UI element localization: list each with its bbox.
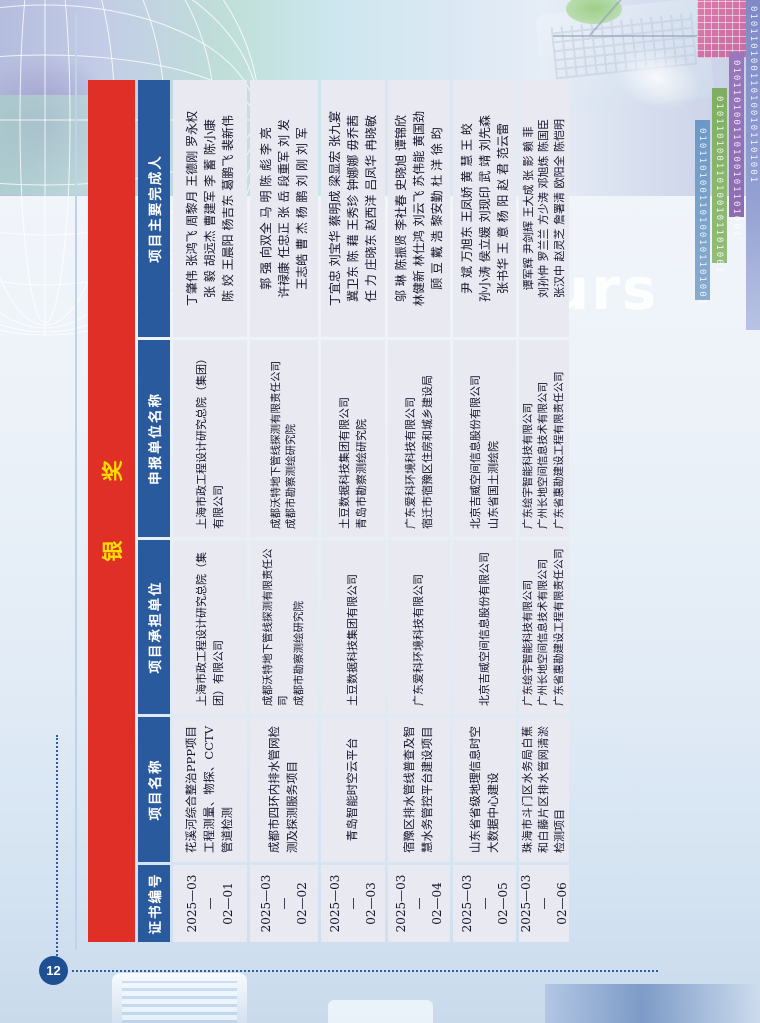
header-main-contributors: 项目主要完成人 (138, 80, 170, 337)
table-row: 2025—03— 02—03 青岛智能时空云平台 土豆数据科技集团有限公司 土豆… (321, 80, 385, 942)
dotted-line-horizontal (72, 970, 658, 972)
binary-strip-blue (746, 0, 760, 330)
dotted-line-vertical (56, 735, 58, 959)
monitor-image (112, 973, 247, 1023)
cell-undertaking-unit: 上海市政工程设计研究总院（集团）有限公司 (173, 540, 247, 714)
cell-undertaking-unit: 成都沃特地下管线探测有限责任公司 成都市勘察测绘研究院 (250, 540, 318, 714)
page-number-badge: 12 (39, 956, 68, 985)
cell-cert-number: 2025—03— 02—02 (250, 865, 318, 942)
cell-cert-number: 2025—03— 02—03 (321, 865, 385, 942)
cell-cert-number: 2025—03— 02—01 (173, 865, 247, 942)
cell-project-name: 珠海市斗门区水务局白蕉和白藤片区排水管网清淤检测项目 (519, 717, 569, 862)
cell-applicant-unit: 广东绘宇智能科技有限公司 广州长地空间信息技术有限公司 广东省惠勘建设工程有限责… (519, 340, 569, 537)
cell-cert-number: 2025—03— 02—05 (453, 865, 516, 942)
award-title-banner: 银 奖 (88, 80, 135, 942)
table-row: 2025—03— 02—04 宿豫区排水管线普查及智慧水务管控平台建设项目 广东… (388, 80, 450, 942)
monitor-screen (122, 981, 237, 1023)
cell-applicant-unit: 土豆数据科技集团有限公司 青岛市勘察测绘研究院 (321, 340, 385, 537)
leaf-image (566, 0, 622, 24)
header-project-name: 项目名称 (138, 717, 170, 862)
cell-applicant-unit: 广东爱科环境科技有限公司 宿迁市宿豫区住房和城乡建设局 (388, 340, 450, 537)
binary-text: 010110100110100101101001 (697, 128, 707, 307)
binary-strip-green (712, 88, 727, 263)
cell-contributors: 尹 斌 万旭东 王凤娇 黄 慧 王 皎 孙小涛 侯立媛 刘现印 武 靖 刘先森 … (453, 80, 516, 337)
cell-cert-number: 2025—03— 02—06 (519, 865, 569, 942)
cell-project-name: 山东省省级地理信息时空大数据中心建设 (453, 717, 516, 862)
bottom-blue-bar (545, 984, 760, 1023)
frame-line (553, 35, 713, 37)
cell-contributors: 郭 强 向双全 马 明 陈 彪 李 亮 许禄康 任忠正 张 岳 段重军 刘 发 … (250, 80, 318, 337)
cell-undertaking-unit: 广东爱科环境科技有限公司 (388, 540, 450, 714)
table-row: 2025—03— 02—01 花溪河综合整治PPP项目工程测量、物探、CCTV管… (173, 80, 247, 942)
header-cert-number: 证书编号 (138, 865, 170, 942)
header-undertaking-unit: 项目承担单位 (138, 540, 170, 714)
cell-applicant-unit: 成都沃特地下管线探测有限责任公司 成都市勘察测绘研究院 (250, 340, 318, 537)
cell-project-name: 青岛智能时空云平台 (321, 717, 385, 862)
header-row: 证书编号 项目名称 项目承担单位 申报单位名称 项目主要完成人 (138, 80, 170, 942)
monitor-image-small (328, 1000, 433, 1023)
binary-strip-lightblue (695, 120, 710, 300)
cell-project-name: 成都市四环内排水管网检测及探测服务项目 (250, 717, 318, 862)
left-rule-line (75, 14, 77, 950)
binary-text: 010110100110100101101001 (714, 96, 724, 275)
cell-contributors: 谭军辉 尹剑辉 王大成 张 影 赖 菲 刘孙仲 罗兰兰 方少涛 邓旭炼 陈国臣 … (519, 80, 569, 337)
header-applicant-unit: 申报单位名称 (138, 340, 170, 537)
cell-contributors: 邬 琳 陈振贤 李社春 史晓旭 谭锦欣 林健新 林仕鸿 刘云飞 苏伟能 黄国劲 … (388, 80, 450, 337)
cell-undertaking-unit: 北京吉威空间信息股份有限公司 (453, 540, 516, 714)
cell-project-name: 宿豫区排水管线普查及智慧水务管控平台建设项目 (388, 717, 450, 862)
cell-applicant-unit: 上海市政工程设计研究总院（集团）有限公司 (173, 340, 247, 537)
award-table: 银 奖 证书编号 项目名称 项目承担单位 申报单位名称 项目主要完成人 2025… (88, 80, 570, 942)
binary-strip-purple (729, 52, 744, 217)
cell-applicant-unit: 北京吉威空间信息股份有限公司 山东省国土测绘院 (453, 340, 516, 537)
award-grid: 证书编号 项目名称 项目承担单位 申报单位名称 项目主要完成人 2025—03—… (138, 80, 569, 942)
table-row: 2025—03— 02—02 成都市四环内排水管网检测及探测服务项目 成都沃特地… (250, 80, 318, 942)
cell-cert-number: 2025—03— 02—04 (388, 865, 450, 942)
cell-undertaking-unit: 土豆数据科技集团有限公司 (321, 540, 385, 714)
binary-text: 010110100110100101101001 (731, 60, 741, 239)
cell-undertaking-unit: 广东绘宇智能科技有限公司 广州长地空间信息技术有限公司 广东省惠勘建设工程有限责… (519, 540, 569, 714)
table-row: 2025—03— 02—06 珠海市斗门区水务局白蕉和白藤片区排水管网清淤检测项… (519, 80, 569, 942)
cell-project-name: 花溪河综合整治PPP项目工程测量、物探、CCTV管道检测 (173, 717, 247, 862)
cell-contributors: 丁宜忠 刘宝华 蔡明成 梁显宏 张九宴 冀卫东 陈 藉 王秀珍 钟娜娜 毋乔茜 … (321, 80, 385, 337)
table-row: 2025—03— 02—05 山东省省级地理信息时空大数据中心建设 北京吉威空间… (453, 80, 516, 942)
cell-contributors: 丁肇伟 张鸿飞 周黎月 王德刚 罗永权 张 毅 胡远杰 曹建军 李 蓄 陈小康 … (173, 80, 247, 337)
binary-text: 010110100110100101101001 (748, 6, 758, 185)
